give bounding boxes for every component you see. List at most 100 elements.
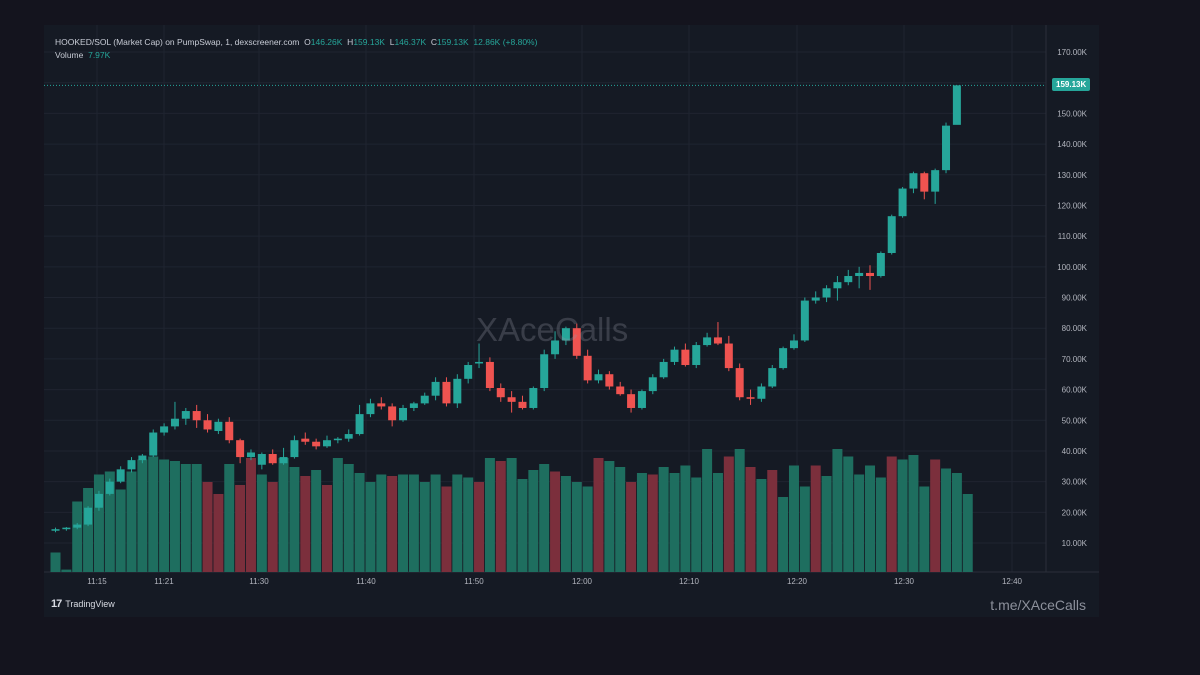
volume-bar <box>50 552 61 572</box>
candle-body <box>268 454 277 464</box>
volume-label[interactable]: Volume <box>55 50 84 60</box>
y-tick-label: 90.00K <box>1062 294 1088 303</box>
x-tick-label: 12:40 <box>1002 577 1023 586</box>
y-tick-label: 170.00K <box>1057 48 1087 57</box>
x-tick-label: 11:40 <box>356 577 376 586</box>
volume-bar <box>647 474 658 572</box>
candle-body <box>844 276 853 283</box>
candlestick-chart[interactable]: 10.00K 20.00K 30.00K 40.00K 50.00K 60.00K 70.0… <box>44 25 1099 617</box>
x-tick-label: 12:00 <box>572 577 593 586</box>
volume-bar <box>723 456 734 572</box>
candle-body <box>746 397 755 399</box>
last-price-badge: 159.13K <box>1052 78 1091 92</box>
volume-bar <box>180 464 191 572</box>
legend-close-label: C <box>430 37 437 47</box>
candle-body <box>952 85 961 125</box>
volume-bar <box>267 482 278 572</box>
candle-body <box>909 173 918 189</box>
x-axis-ticks: 11:15 11:21 11:30 11:40 11:50 12:00 12:10 12:20… <box>87 577 1022 586</box>
candle-body <box>105 481 114 494</box>
candle-body <box>420 395 429 404</box>
volume-bar <box>865 465 875 572</box>
candle-body <box>127 460 136 470</box>
chart-panel: 10.00K 20.00K 30.00K 40.00K 50.00K 60.00K 70.0… <box>44 25 1099 617</box>
candle-body <box>540 354 549 389</box>
volume-bar <box>799 486 810 572</box>
candle-body <box>670 349 679 362</box>
volume-bar <box>159 459 170 572</box>
y-tick-label: 100.00K <box>1057 263 1087 272</box>
volume-bar <box>571 482 582 572</box>
candle-body <box>887 216 896 254</box>
volume-bar <box>843 456 854 572</box>
candle-body <box>616 386 625 395</box>
volume-bar <box>61 569 72 572</box>
candle-body <box>572 328 581 356</box>
volume-bar <box>322 485 332 572</box>
candle-body <box>116 469 125 482</box>
volume-bar <box>962 494 973 572</box>
volume-bar <box>941 468 952 572</box>
volume-bar <box>419 482 430 572</box>
legend-open-value: 146.26K <box>310 37 343 47</box>
x-tick-label: 12:30 <box>894 577 915 586</box>
volume-bar <box>734 449 745 572</box>
candle-body <box>149 432 158 456</box>
volume-bar <box>550 471 561 572</box>
candle-body <box>73 524 82 528</box>
volume-bar <box>810 465 821 572</box>
volume-bar <box>854 474 865 572</box>
volume-bar <box>528 470 539 572</box>
candle-body <box>84 507 93 525</box>
volume-bar <box>278 458 289 572</box>
legend-symbol[interactable]: HOOKED/SOL (Market Cap) on PumpSwap, 1, … <box>55 37 300 47</box>
candle-body <box>931 170 940 192</box>
candle-body <box>822 288 831 298</box>
tradingview-icon: 17 <box>51 598 62 610</box>
volume-bar <box>886 456 897 572</box>
legend-change: 12.86K (+8.80%) <box>473 37 538 47</box>
volume-bar <box>137 459 148 572</box>
volume-bar <box>83 488 94 572</box>
y-tick-label: 60.00K <box>1062 386 1088 395</box>
volume-bar <box>213 494 224 572</box>
y-tick-label: 20.00K <box>1062 508 1088 517</box>
candle-body <box>377 403 386 407</box>
volume-bar <box>300 476 311 572</box>
volume-bar <box>72 501 83 572</box>
volume-bar <box>658 467 669 572</box>
candle-body <box>203 420 212 430</box>
y-tick-label: 110.00K <box>1058 232 1088 241</box>
candle-body <box>637 391 646 408</box>
candle-body <box>192 411 201 421</box>
legend-high-value: 159.13K <box>353 37 385 47</box>
tradingview-logo[interactable]: 17 TradingView <box>51 598 115 610</box>
volume-bar <box>593 458 604 572</box>
volume-bar <box>289 467 300 572</box>
volume-bar <box>919 486 930 572</box>
volume-bar <box>756 479 767 572</box>
volume-bar <box>506 458 517 572</box>
x-tick-label: 11:50 <box>464 577 484 586</box>
candle-body <box>453 378 462 404</box>
volume-bars <box>50 449 973 572</box>
volume-bar <box>256 474 267 572</box>
volume-bar <box>343 464 354 572</box>
candle-body <box>855 272 864 277</box>
y-tick-label: 10.00K <box>1062 539 1088 548</box>
candle-body <box>703 337 712 346</box>
volume-bar <box>517 479 528 572</box>
candle-body <box>648 377 657 392</box>
x-tick-label: 11:30 <box>249 577 269 586</box>
volume-bar <box>875 477 886 572</box>
volume-bar <box>778 497 789 572</box>
candle-body <box>876 253 885 277</box>
price-candles <box>51 85 961 533</box>
candle-body <box>724 343 733 369</box>
volume-bar <box>354 473 365 572</box>
candle-body <box>442 381 451 404</box>
candle-body <box>181 411 190 419</box>
y-tick-label: 80.00K <box>1062 324 1088 333</box>
volume-value: 7.97K <box>88 50 111 60</box>
volume-bar <box>745 467 756 572</box>
